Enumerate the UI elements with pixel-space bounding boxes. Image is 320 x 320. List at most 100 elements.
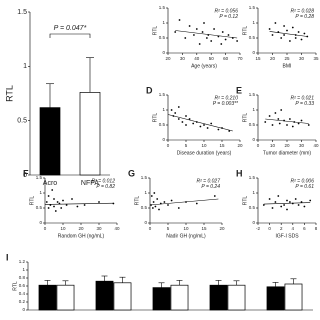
- y-tick-label: 1.5: [159, 5, 166, 10]
- bar: [38, 284, 57, 311]
- panel-label: G: [128, 168, 135, 178]
- fit-line: [149, 198, 219, 206]
- annotation: P = 0.28: [295, 14, 314, 20]
- x-tick-label: 2: [280, 226, 283, 231]
- x-tick-label: 30: [96, 226, 102, 231]
- x-tick-label: NFPA: [81, 180, 99, 187]
- y-tick-label: 0.5: [249, 205, 256, 210]
- y-tick-label: 0: [23, 172, 27, 179]
- x-tick-label: 20: [165, 56, 171, 61]
- point: [154, 205, 157, 208]
- x-tick-label: 5: [167, 226, 170, 231]
- point: [283, 25, 285, 27]
- annotation: R² = 0.056: [215, 8, 239, 14]
- y-tick-label: 0.5: [159, 35, 166, 40]
- annotation: R² = 0.006: [291, 178, 315, 184]
- x-tick-label: 20: [78, 226, 84, 231]
- point: [277, 195, 280, 197]
- point: [177, 106, 180, 108]
- x-tick-label: 35: [313, 56, 319, 61]
- y-tick-label: 1.5: [159, 92, 166, 97]
- fit-line: [269, 31, 308, 37]
- y-tick-label: 0.8: [19, 275, 26, 280]
- x-axis-label: BMI: [283, 63, 292, 69]
- y-tick-label: 1: [23, 63, 27, 70]
- x-tick-label: 40: [114, 226, 120, 231]
- point: [220, 43, 223, 45]
- y-tick-label: 0.5: [36, 205, 43, 210]
- point: [158, 208, 160, 211]
- y-tick-label: 1: [162, 107, 165, 112]
- point: [278, 122, 281, 125]
- x-tick-label: 10: [60, 226, 66, 231]
- bar: [113, 282, 132, 311]
- point: [177, 207, 180, 209]
- x-tick-label: 0: [149, 226, 152, 231]
- point: [71, 198, 73, 200]
- y-tick-label: 0: [39, 220, 42, 225]
- point: [271, 124, 274, 126]
- y-tick-label: 1.5: [17, 9, 27, 16]
- point: [286, 29, 288, 32]
- y-tick-label: 1.5: [249, 92, 256, 97]
- point: [150, 195, 153, 197]
- point: [188, 118, 191, 120]
- point: [268, 198, 271, 200]
- x-tick-label: 0: [44, 226, 47, 231]
- bar: [170, 284, 189, 311]
- point: [203, 124, 205, 126]
- point: [47, 207, 50, 209]
- x-tick-label: 40: [194, 56, 200, 61]
- point: [271, 34, 274, 36]
- point: [236, 40, 239, 42]
- bar: [79, 92, 101, 176]
- y-axis-label: RTL: [29, 196, 35, 206]
- point: [210, 40, 213, 42]
- point: [170, 109, 173, 111]
- annotation: R² = 0.021: [291, 95, 315, 101]
- point: [300, 38, 303, 41]
- point: [185, 124, 187, 126]
- x-tick-label: 70: [237, 56, 243, 61]
- y-tick-label: 0.5: [159, 122, 166, 127]
- point: [65, 204, 68, 206]
- point: [291, 125, 294, 128]
- point: [53, 198, 55, 200]
- point: [76, 205, 79, 208]
- y-axis-label: RTL: [152, 113, 158, 123]
- bar: [209, 284, 228, 311]
- point: [167, 204, 169, 206]
- point: [213, 28, 215, 30]
- y-tick-label: 0: [162, 137, 165, 142]
- y-tick-label: 1: [252, 20, 255, 25]
- y-tick-label: 0: [144, 220, 147, 225]
- y-tick-label: 1: [162, 20, 165, 25]
- x-tick-label: 10: [201, 143, 207, 148]
- point: [51, 189, 54, 191]
- annotation: P = 0.61: [295, 184, 314, 190]
- point: [192, 122, 195, 125]
- point: [174, 112, 177, 114]
- x-tick-label: 15: [255, 56, 261, 61]
- point: [289, 40, 291, 42]
- x-tick-label: 20: [270, 56, 276, 61]
- point: [177, 118, 180, 120]
- point: [198, 43, 201, 45]
- point: [170, 199, 173, 202]
- significance-bracket: [49, 33, 91, 38]
- x-tick-label: 6: [303, 226, 306, 231]
- point: [303, 32, 306, 35]
- point: [56, 201, 59, 203]
- point: [210, 122, 213, 125]
- y-axis-label: RTL: [12, 281, 18, 291]
- fit-line: [44, 202, 114, 205]
- annotation: R² = 0.028: [291, 8, 315, 14]
- y-tick-label: 1: [252, 107, 255, 112]
- point: [53, 205, 55, 208]
- point: [60, 207, 63, 209]
- bar: [227, 284, 246, 311]
- x-tick-label: 0: [268, 226, 271, 231]
- panel-label: D: [146, 85, 153, 95]
- y-tick-label: 0.2: [19, 299, 26, 304]
- fit-line: [263, 202, 311, 205]
